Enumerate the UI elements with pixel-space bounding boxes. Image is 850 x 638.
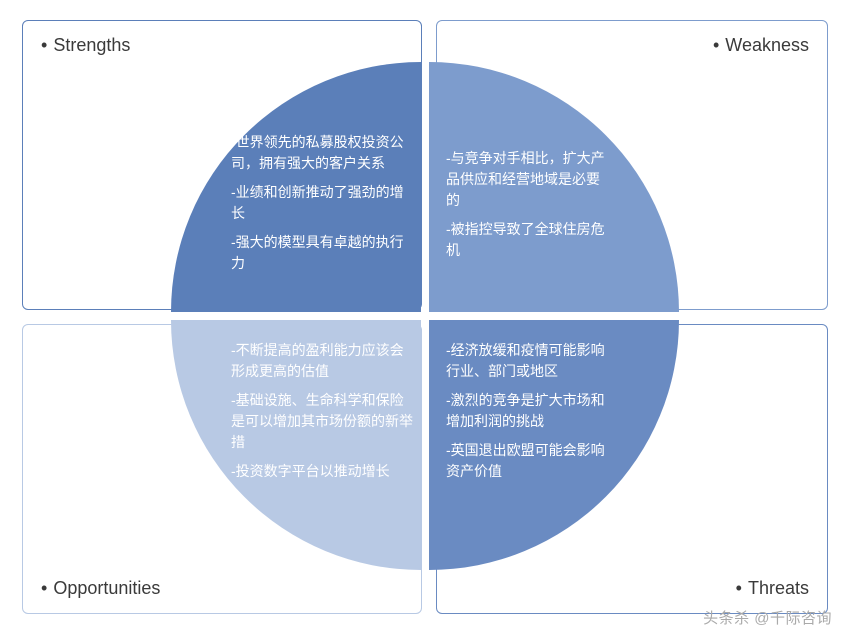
opportunities-line: -基础设施、生命科学和保险是可以增加其市场份额的新举措 [231,390,416,453]
text-strengths: -世界领先的私募股权投资公司，拥有强大的客户关系 -业绩和创新推动了强劲的增长 … [231,132,411,282]
text-weakness: -与竞争对手相比，扩大产品供应和经营地域是必要的 -被指控导致了全球住房危机 [446,148,606,269]
watermark: 头条杀 @千际咨询 [703,607,832,628]
label-opportunities-text: Opportunities [53,578,160,598]
threats-line: -激烈的竞争是扩大市场和增加利润的挑战 [446,390,616,432]
label-strengths-text: Strengths [53,35,130,55]
weakness-line: -与竞争对手相比，扩大产品供应和经营地域是必要的 [446,148,606,211]
label-threats: •Threats [736,578,809,599]
label-weakness-text: Weakness [725,35,809,55]
label-weakness: •Weakness [455,35,809,56]
strengths-line: -业绩和创新推动了强劲的增长 [231,182,411,224]
threats-line: -英国退出欧盟可能会影响资产价值 [446,440,616,482]
opportunities-line: -投资数字平台以推动增长 [231,461,416,482]
swot-diagram: •Strengths •Weakness •Opportunities •Thr… [0,0,850,638]
opportunities-line: -不断提高的盈利能力应该会形成更高的估值 [231,340,416,382]
text-opportunities: -不断提高的盈利能力应该会形成更高的估值 -基础设施、生命科学和保险是可以增加其… [231,340,416,490]
label-strengths: •Strengths [41,35,403,56]
strengths-line: -世界领先的私募股权投资公司，拥有强大的客户关系 [231,132,411,174]
label-threats-text: Threats [748,578,809,598]
strengths-line: -强大的模型具有卓越的执行力 [231,232,411,274]
weakness-line: -被指控导致了全球住房危机 [446,219,606,261]
label-opportunities: •Opportunities [41,578,160,599]
threats-line: -经济放缓和疫情可能影响行业、部门或地区 [446,340,616,382]
text-threats: -经济放缓和疫情可能影响行业、部门或地区 -激烈的竞争是扩大市场和增加利润的挑战… [446,340,616,490]
